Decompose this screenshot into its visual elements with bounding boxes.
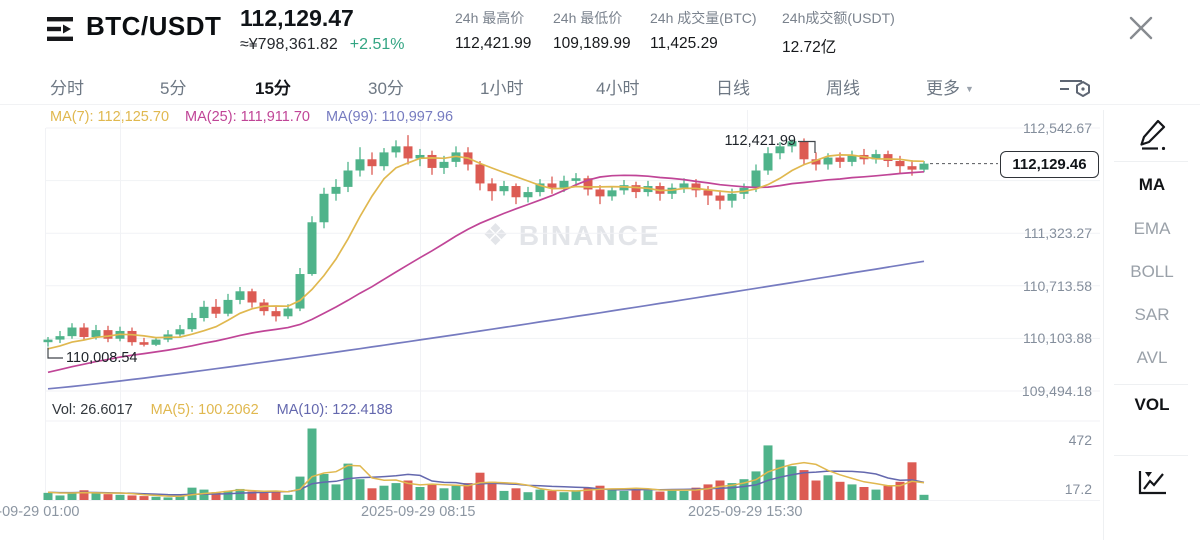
sidebar-item-ema[interactable]: EMA	[1133, 219, 1171, 238]
time-axis-label: 2025-09-29 08:15	[361, 504, 476, 520]
stat-label: 24h成交额(USDT)	[782, 10, 895, 26]
stat-24h 最高价: 24h 最高价 112,421.99	[455, 8, 531, 53]
price-axis-label: 110,103.88	[1022, 330, 1092, 347]
legend-item: MA(5): 100.2062	[150, 402, 259, 418]
session-high-label: 112,421.99	[724, 133, 797, 149]
price-axis-label: 109,494.18	[1021, 383, 1092, 399]
stat-label: 24h 成交量(BTC)	[650, 10, 757, 26]
tab-5分[interactable]: 5分	[160, 79, 187, 98]
sidebar-item-vol[interactable]: VOL	[1134, 395, 1170, 414]
stat-label: 24h 最高价	[455, 10, 525, 26]
tab-日线[interactable]: 日线	[716, 79, 750, 98]
stat-value: 109,189.99	[553, 35, 631, 52]
chart-type-icon[interactable]	[1137, 468, 1167, 501]
ma-legend: MA(7): 112,125.70 MA(25): 111,911.70 MA(99…	[50, 109, 453, 125]
binance-logo-icon: ❖	[482, 219, 509, 252]
price-axis-label: 111,323.27	[1024, 225, 1092, 242]
time-axis-label: 2025-09-29 01:00	[0, 504, 80, 520]
price-axis-label: 112,542.67	[1022, 120, 1092, 136]
sidebar-item-ma[interactable]: MA	[1138, 175, 1166, 194]
close-icon[interactable]	[1128, 15, 1154, 46]
volume-axis-label: 472	[1068, 432, 1092, 448]
tab-分时[interactable]: 分时	[50, 79, 84, 98]
indicator-settings-icon[interactable]	[1058, 72, 1094, 107]
tab-30分[interactable]: 30分	[368, 79, 404, 98]
tab-更多[interactable]: 更多 ▼	[926, 79, 974, 98]
tab-15分[interactable]: 15分	[255, 79, 291, 98]
tab-周线[interactable]: 周线	[826, 79, 860, 98]
price-cny-row: ≈¥798,361.82 +2.51%	[240, 36, 404, 54]
current-price-badge: 112,129.46	[1000, 150, 1099, 178]
legend-item: MA(25): 111,911.70	[185, 109, 310, 125]
legend-item: Vol: 26.6017	[52, 402, 133, 418]
tab-1小时[interactable]: 1小时	[480, 79, 524, 98]
legend-item: MA(10): 122.4188	[276, 402, 393, 418]
stat-24h 最低价: 24h 最低价 109,189.99	[553, 8, 631, 53]
sidebar-item-boll[interactable]: BOLL	[1130, 262, 1174, 281]
vol-legend: Vol: 26.6017 MA(5): 100.2062 MA(10): 122.4…	[52, 402, 393, 418]
price-axis-label: 110,713.58	[1022, 277, 1092, 294]
stat-24h成交额(USDT): 24h成交额(USDT) 12.72亿	[782, 8, 895, 57]
session-low-label: 110,008.54	[66, 350, 138, 366]
tabs-divider	[0, 104, 1200, 105]
stat-value: 11,425.29	[650, 35, 718, 52]
tab-4小时[interactable]: 4小时	[596, 79, 640, 98]
time-axis-label: 2025-09-29 15:30	[688, 504, 803, 520]
stat-value: 112,421.99	[455, 35, 532, 52]
sidebar-divider	[1114, 455, 1188, 456]
pair-selector-icon[interactable]	[46, 16, 76, 47]
sidebar-divider	[1114, 384, 1188, 385]
pair-title: BTC/USDT	[86, 11, 222, 41]
draw-pencil-icon[interactable]	[1137, 118, 1167, 155]
sidebar-item-avl[interactable]: AVL	[1136, 348, 1168, 367]
caret-down-icon: ▼	[965, 84, 974, 94]
sidebar-item-sar[interactable]: SAR	[1134, 305, 1170, 324]
price-cny: ≈¥798,361.82	[240, 36, 338, 53]
binance-watermark: ❖ BINANCE	[482, 219, 661, 252]
indicator-sidebar: MA EMA BOLL SAR AVL VOL	[1103, 110, 1200, 540]
last-price: 112,129.47	[240, 5, 354, 31]
stat-label: 24h 最低价	[553, 10, 623, 26]
legend-item: MA(99): 110,997.96	[325, 109, 454, 125]
stat-24h 成交量(BTC): 24h 成交量(BTC) 11,425.29	[650, 8, 757, 53]
legend-item: MA(7): 112,125.70	[50, 109, 170, 125]
sidebar-divider	[1114, 161, 1188, 162]
change-percent: +2.51%	[349, 36, 405, 53]
volume-axis-label: 17.2	[1064, 481, 1092, 497]
stat-value: 12.72亿	[782, 39, 837, 56]
